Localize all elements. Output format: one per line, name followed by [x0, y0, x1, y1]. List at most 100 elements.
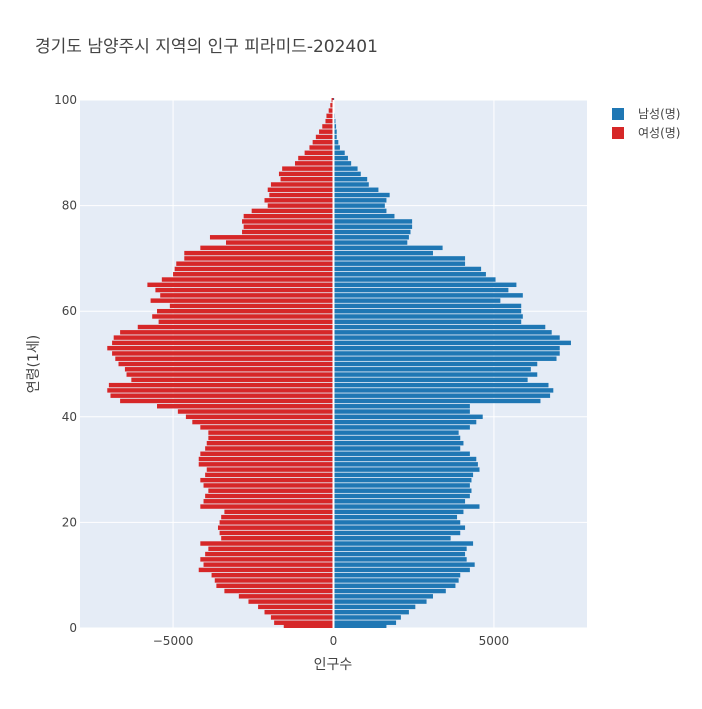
bar-male-age-84	[333, 182, 369, 187]
bar-female-age-89	[298, 155, 334, 161]
bar-female-age-99	[330, 103, 334, 108]
bar-female-age-17	[221, 536, 334, 541]
bar-male-age-57	[333, 324, 546, 330]
bar-female-age-85	[280, 176, 334, 182]
bar-male-age-73	[333, 240, 408, 245]
bar-female-age-3	[264, 609, 334, 615]
x-tick-label: −5000	[153, 634, 194, 648]
bar-male-age-64	[333, 287, 509, 293]
bar-female-age-92	[312, 140, 334, 145]
bar-female-age-5	[248, 599, 334, 604]
bar-male-age-18	[333, 530, 461, 536]
bar-male-age-34	[333, 446, 461, 451]
bar-male-age-90	[333, 150, 345, 156]
bar-male-age-16	[333, 541, 474, 546]
bar-male-age-72	[333, 245, 443, 251]
bar-male-age-29	[333, 472, 474, 478]
bar-male-age-10	[333, 572, 461, 578]
bar-male-age-68	[333, 266, 482, 272]
bar-female-age-44	[110, 393, 334, 398]
bar-male-age-28	[333, 477, 472, 483]
bar-female-age-4	[258, 604, 334, 610]
bar-male-age-19	[333, 525, 466, 530]
bar-female-age-98	[328, 108, 334, 113]
bar-male-age-62	[333, 298, 501, 303]
bar-male-age-88	[333, 161, 352, 166]
x-axis-ticks: −5000 0 5000	[153, 634, 509, 648]
bar-female-age-82	[269, 192, 334, 198]
bar-female-age-74	[209, 235, 334, 240]
bar-female-age-13	[200, 557, 334, 562]
bar-female-age-95	[322, 124, 334, 129]
bar-male-age-50	[333, 361, 538, 367]
bar-female-age-33	[200, 451, 334, 456]
bar-female-age-84	[270, 182, 334, 187]
legend-label: 남성(명)	[638, 107, 680, 121]
bar-male-age-2	[333, 615, 401, 620]
legend-label: 여성(명)	[638, 126, 680, 140]
bar-female-age-81	[264, 198, 334, 203]
bar-female-age-67	[173, 272, 334, 277]
bar-female-age-10	[211, 572, 334, 578]
bar-female-age-8	[216, 583, 334, 588]
bar-male-age-31	[333, 462, 478, 467]
bar-male-age-63	[333, 293, 523, 298]
bar-female-age-56	[120, 330, 334, 335]
x-axis-title: 인구수	[314, 657, 353, 673]
y-tick-label: 100	[54, 93, 77, 107]
bar-male-age-21	[333, 514, 458, 520]
bar-female-age-36	[208, 435, 334, 441]
bar-female-age-90	[304, 150, 334, 156]
bar-male-age-53	[333, 345, 560, 351]
bar-female-age-62	[150, 298, 334, 303]
bar-female-age-30	[206, 467, 334, 472]
bar-male-age-37	[333, 430, 459, 435]
bar-male-age-58	[333, 319, 522, 324]
bar-female-age-37	[208, 430, 334, 435]
bar-male-age-0	[333, 623, 387, 628]
bar-male-age-44	[333, 393, 551, 398]
bar-female-age-18	[219, 530, 334, 536]
bar-male-age-86	[333, 171, 361, 177]
x-tick-label: 5000	[479, 634, 510, 648]
bar-female-age-54	[112, 340, 334, 346]
bar-female-age-29	[205, 472, 334, 478]
legend-swatch	[612, 127, 624, 139]
bar-male-age-12	[333, 562, 475, 567]
bar-female-age-0	[283, 623, 334, 628]
bar-male-age-42	[333, 404, 470, 409]
y-tick-label: 40	[62, 410, 77, 424]
bar-female-age-94	[319, 129, 334, 134]
bar-male-age-25	[333, 493, 470, 499]
bar-male-age-30	[333, 467, 480, 472]
bar-female-age-11	[198, 567, 334, 573]
bar-male-age-20	[333, 520, 461, 525]
bar-male-age-93	[333, 134, 337, 140]
bar-female-age-38	[200, 425, 334, 430]
y-tick-label: 0	[69, 621, 77, 635]
bar-male-age-22	[333, 509, 464, 515]
legend: 남성(명) 여성(명)	[612, 107, 680, 140]
bar-female-age-61	[169, 303, 334, 309]
bar-male-age-65	[333, 282, 517, 288]
bar-female-age-91	[309, 145, 334, 150]
bar-male-age-75	[333, 229, 411, 235]
bar-male-age-95	[333, 124, 337, 129]
bar-female-age-79	[251, 208, 334, 214]
bar-male-age-40	[333, 414, 483, 420]
bar-female-age-73	[226, 240, 334, 245]
bar-male-age-47	[333, 377, 528, 383]
bar-male-age-7	[333, 588, 446, 594]
bar-female-age-40	[185, 414, 334, 420]
bar-male-age-60	[333, 308, 522, 314]
bar-male-age-14	[333, 551, 466, 557]
bar-female-age-80	[267, 203, 334, 208]
bar-male-age-15	[333, 546, 467, 552]
bar-female-age-21	[221, 514, 334, 520]
bar-female-age-50	[118, 361, 334, 367]
bar-female-age-23	[200, 504, 334, 509]
bar-female-age-96	[325, 118, 334, 124]
bar-female-age-57	[137, 324, 334, 330]
bar-female-age-97	[326, 113, 334, 119]
bar-male-age-35	[333, 440, 464, 446]
